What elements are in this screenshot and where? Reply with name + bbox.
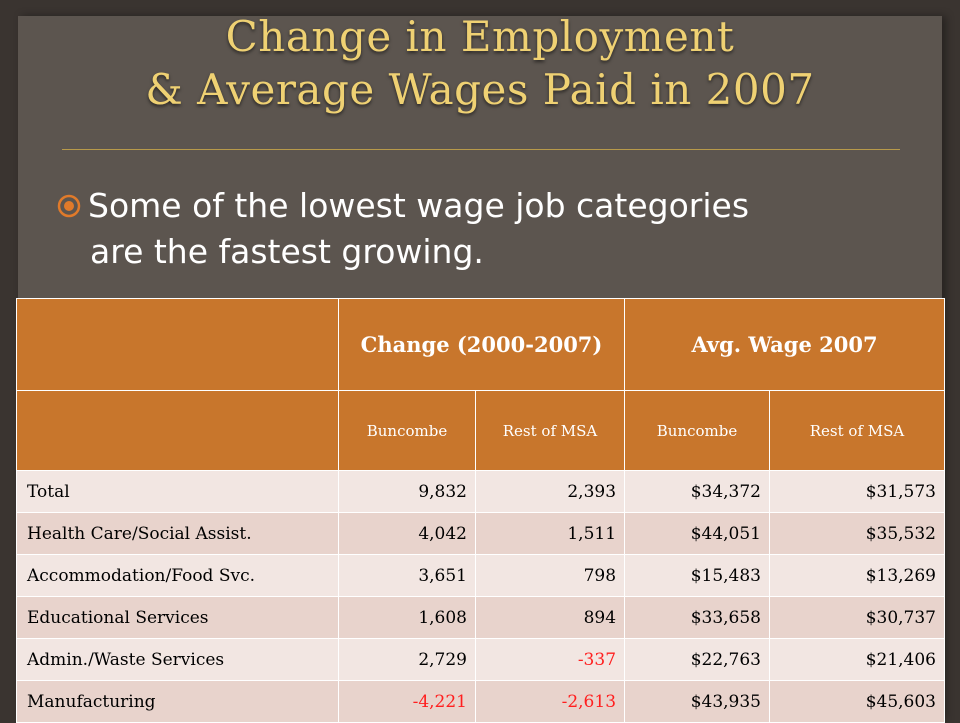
cell-change-buncombe: 4,042 xyxy=(338,512,476,555)
cell-change-rest-negative: -2,613 xyxy=(474,680,626,723)
employment-wages-table: Change (2000-2007) Avg. Wage 2007 Buncom… xyxy=(16,298,946,723)
bullet-text-line-1: Some of the lowest wage job categories xyxy=(88,186,750,225)
table-row: Accommodation/Food Svc. 3,651 798 $15,48… xyxy=(16,554,946,597)
subheader-rest-change: Rest of MSA xyxy=(474,390,626,471)
title-divider xyxy=(62,149,900,150)
cell-wage-buncombe: $33,658 xyxy=(624,596,771,639)
subheader-rest-wage: Rest of MSA xyxy=(769,390,946,471)
table-row: Total 9,832 2,393 $34,372 $31,573 xyxy=(16,470,946,513)
cell-change-rest: 2,393 xyxy=(474,470,626,513)
cell-wage-rest: $35,532 xyxy=(769,512,946,555)
group-header-row: Change (2000-2007) Avg. Wage 2007 xyxy=(16,298,946,391)
row-label: Manufacturing xyxy=(16,680,339,723)
cell-wage-rest: $13,269 xyxy=(769,554,946,597)
cell-wage-buncombe: $15,483 xyxy=(624,554,771,597)
cell-change-buncombe: 1,608 xyxy=(338,596,476,639)
title-line-1: Change in Employment xyxy=(225,12,735,61)
cell-change-rest-negative: -337 xyxy=(474,638,626,681)
row-label: Total xyxy=(16,470,339,513)
slide-title: Change in Employment & Average Wages Pai… xyxy=(0,10,960,116)
cell-wage-buncombe: $43,935 xyxy=(624,680,771,723)
title-line-2: & Average Wages Paid in 2007 xyxy=(145,65,815,114)
row-label: Educational Services xyxy=(16,596,339,639)
header-change: Change (2000-2007) xyxy=(337,298,626,391)
table-row: Manufacturing -4,221 -2,613 $43,935 $45,… xyxy=(16,680,946,723)
cell-wage-rest: $45,603 xyxy=(769,680,946,723)
circled-dot-bullet-icon xyxy=(57,194,81,218)
bullet-text-line-2: are the fastest growing. xyxy=(90,232,484,271)
sub-header-row: Buncombe Rest of MSA Buncombe Rest of MS… xyxy=(16,390,946,471)
subheader-buncombe-change: Buncombe xyxy=(338,390,476,471)
cell-wage-rest: $21,406 xyxy=(769,638,946,681)
cell-wage-rest: $30,737 xyxy=(769,596,946,639)
row-label: Health Care/Social Assist. xyxy=(16,512,339,555)
cell-change-buncombe: 3,651 xyxy=(338,554,476,597)
header-empty-cell xyxy=(16,298,339,391)
cell-wage-buncombe: $34,372 xyxy=(624,470,771,513)
subheader-buncombe-wage: Buncombe xyxy=(624,390,771,471)
bullet-point: Some of the lowest wage job categories a… xyxy=(56,183,916,275)
table-row: Educational Services 1,608 894 $33,658 $… xyxy=(16,596,946,639)
cell-change-rest: 894 xyxy=(474,596,626,639)
row-label: Admin./Waste Services xyxy=(16,638,339,681)
table-row: Health Care/Social Assist. 4,042 1,511 $… xyxy=(16,512,946,555)
cell-change-buncombe-negative: -4,221 xyxy=(338,680,476,723)
cell-change-rest: 1,511 xyxy=(474,512,626,555)
cell-change-buncombe: 2,729 xyxy=(338,638,476,681)
header-avg-wage: Avg. Wage 2007 xyxy=(624,298,946,391)
cell-wage-buncombe: $44,051 xyxy=(624,512,771,555)
cell-wage-buncombe: $22,763 xyxy=(624,638,771,681)
table-row: Admin./Waste Services 2,729 -337 $22,763… xyxy=(16,638,946,681)
row-label: Accommodation/Food Svc. xyxy=(16,554,339,597)
cell-change-buncombe: 9,832 xyxy=(338,470,476,513)
cell-wage-rest: $31,573 xyxy=(769,470,946,513)
subheader-empty-cell xyxy=(16,390,339,471)
cell-change-rest: 798 xyxy=(474,554,626,597)
